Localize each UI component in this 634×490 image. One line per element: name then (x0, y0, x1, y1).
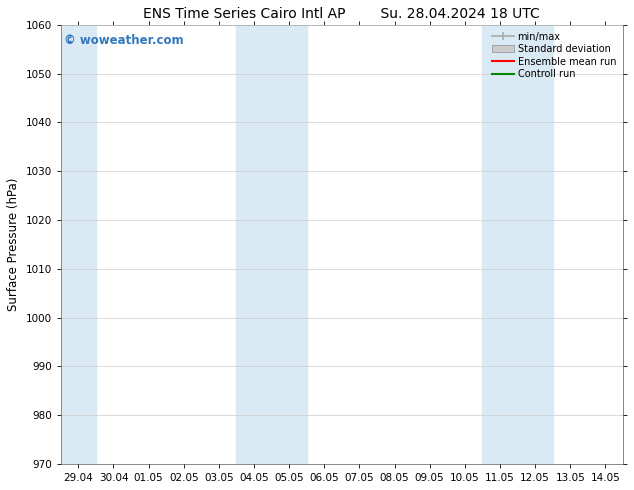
Bar (61, 25, 96, 464)
Title: ENS Time Series Cairo Intl AP        Su. 28.04.2024 18 UTC: ENS Time Series Cairo Intl AP Su. 28.04.… (143, 7, 540, 21)
Bar (236, 25, 307, 464)
Y-axis label: Surface Pressure (hPa): Surface Pressure (hPa) (7, 178, 20, 311)
Legend: min/max, Standard deviation, Ensemble mean run, Controll run: min/max, Standard deviation, Ensemble me… (490, 30, 618, 81)
Text: © woweather.com: © woweather.com (63, 34, 183, 47)
Bar (482, 25, 553, 464)
